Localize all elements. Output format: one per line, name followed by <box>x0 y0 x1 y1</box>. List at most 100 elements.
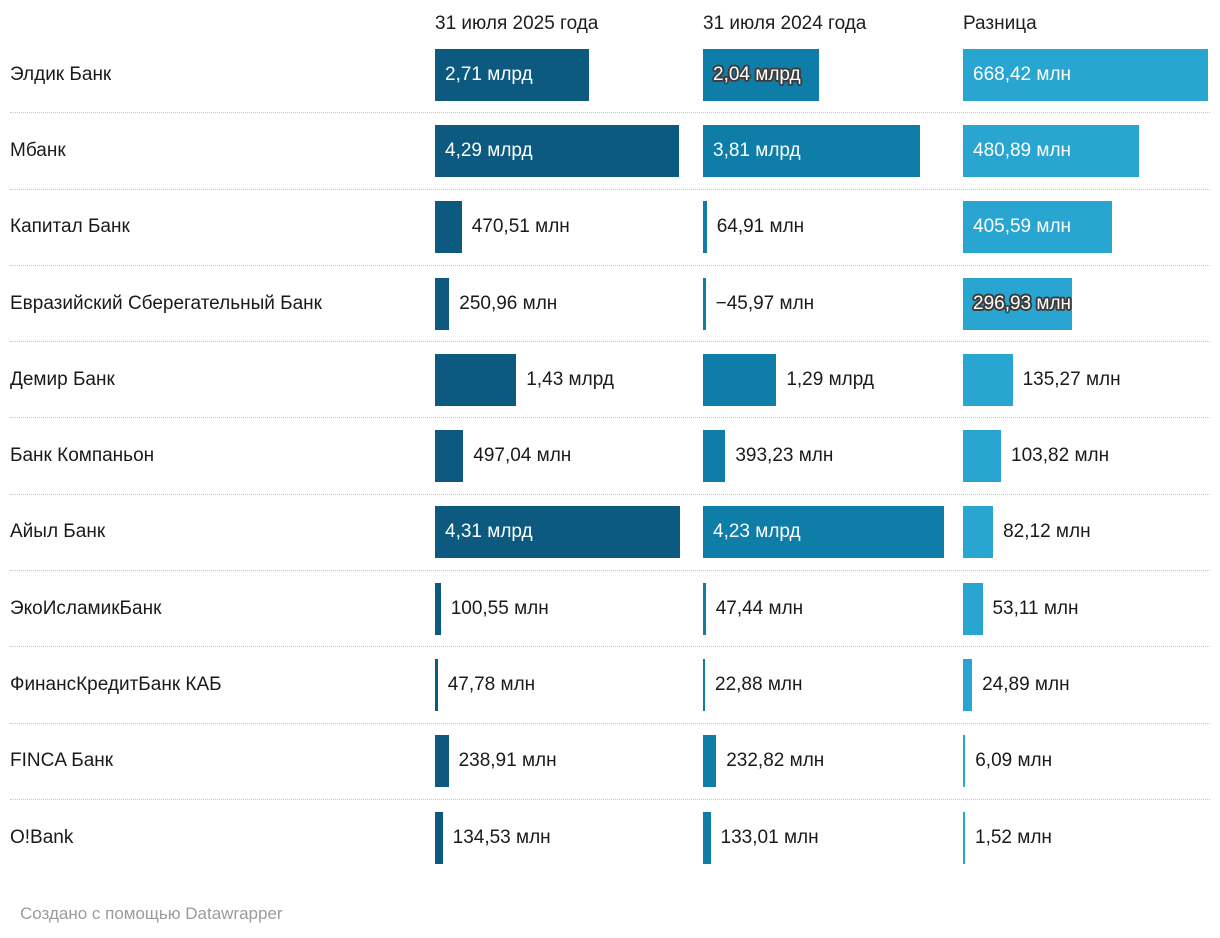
bar-value-label: 470,51 млн <box>471 216 570 238</box>
bar-value-label: 64,91 млн <box>716 216 805 238</box>
table-row: Элдик Банк 2,71 млрд 2,04 млрд 668,42 мл… <box>10 37 1210 114</box>
column-header-2024: 31 июля 2024 года <box>703 13 867 34</box>
bar-cell: 24,89 млн <box>963 659 1210 712</box>
bar-value-label: 4,23 млрд <box>713 521 801 543</box>
bar-value-label: 82,12 млн <box>1003 521 1091 543</box>
table-row: Демир Банк 1,43 млрд 1,29 млрд 135,27 мл… <box>10 342 1210 419</box>
bank-label: Банк Компаньон <box>10 445 155 467</box>
bar <box>435 430 464 483</box>
bar-cell: 1,43 млрд <box>435 353 703 406</box>
bar-cell: 668,42 млн <box>963 48 1210 101</box>
bar-value-label: 24,89 млн <box>982 674 1070 696</box>
bar <box>703 48 819 101</box>
bar-cell: 1,29 млрд <box>703 353 963 406</box>
bar <box>703 430 726 483</box>
bar-value-label: −45,97 млн <box>715 292 815 314</box>
table-row: Евразийский Сберегательный Банк 250,96 м… <box>10 266 1210 343</box>
column-header-2025: 31 июля 2025 года <box>435 13 599 34</box>
bar-cell: 134,53 млн <box>435 812 703 865</box>
bar-value-label: 103,82 млн <box>1011 445 1110 467</box>
bar-cell: 232,82 млн <box>703 735 963 788</box>
table-row: Капитал Банк 470,51 млн 64,91 млн 405,59… <box>10 190 1210 266</box>
bank-label: Демир Банк <box>10 368 115 390</box>
bar-value-label: 497,04 млн <box>473 445 572 467</box>
bank-label: Евразийский Сберегательный Банк <box>10 292 322 314</box>
bar <box>963 124 1140 177</box>
bar-cell: 4,29 млрд <box>435 124 703 177</box>
bar-cell: 470,51 млн <box>435 201 703 254</box>
bar-value-label: 668,42 млн <box>973 63 1072 85</box>
bar-cell: −45,97 млн <box>703 277 963 330</box>
bar <box>435 506 680 559</box>
bar-value-label: 250,96 млн <box>459 292 558 314</box>
bar <box>435 659 438 712</box>
bar <box>963 506 994 559</box>
bar-cell: 133,01 млн <box>703 812 963 865</box>
bar-cell: 82,12 млн <box>963 506 1210 559</box>
bar <box>703 277 706 330</box>
bar-cell: 135,27 млн <box>963 353 1210 406</box>
bar <box>703 353 777 406</box>
bar-value-label: 296,93 млн <box>973 292 1072 314</box>
bar <box>703 506 944 559</box>
bar <box>703 582 706 635</box>
bar-cell: 1,52 млн <box>963 812 1210 865</box>
column-headers: 31 июля 2025 года 31 июля 2024 года Разн… <box>10 0 1210 37</box>
bank-label: Мбанк <box>10 139 66 161</box>
table-row: Банк Компаньон 497,04 млн 393,23 млн 103… <box>10 418 1210 495</box>
bar-value-label: 133,01 млн <box>720 827 819 849</box>
bar <box>703 124 920 177</box>
bar <box>703 659 705 712</box>
bar <box>963 582 983 635</box>
bar-value-label: 393,23 млн <box>735 445 834 467</box>
bank-label: ФинансКредитБанк КАБ <box>10 674 222 696</box>
bar-cell: 4,31 млрд <box>435 506 703 559</box>
bar <box>703 812 711 865</box>
bank-label: Айыл Банк <box>10 521 106 543</box>
bar <box>963 353 1013 406</box>
bar <box>703 735 717 788</box>
bar-cell: 497,04 млн <box>435 430 703 483</box>
table-row: ФинансКредитБанк КАБ 47,78 млн 22,88 млн… <box>10 647 1210 724</box>
bank-label: O!Bank <box>10 827 74 849</box>
bar <box>435 124 679 177</box>
bar-value-label: 135,27 млн <box>1022 368 1121 390</box>
bar <box>963 48 1208 101</box>
bar-value-label: 2,71 млрд <box>445 63 533 85</box>
bar-value-label: 2,04 млрд <box>713 63 801 85</box>
bar <box>963 735 966 788</box>
bar-cell: 2,71 млрд <box>435 48 703 101</box>
table-row: FINCA Банк 238,91 млн 232,82 млн 6,09 мл… <box>10 724 1210 800</box>
bar-value-label: 100,55 млн <box>450 597 549 619</box>
bar <box>963 430 1002 483</box>
bar-value-label: 1,43 млрд <box>526 368 614 390</box>
bar-value-label: 134,53 млн <box>452 827 551 849</box>
bank-label: ЭкоИсламикБанк <box>10 597 162 619</box>
bar-value-label: 47,44 млн <box>715 597 804 619</box>
table-row: ЭкоИсламикБанк 100,55 млн 47,44 млн 53,1… <box>10 571 1210 648</box>
bar-value-label: 238,91 млн <box>458 750 557 772</box>
bar-value-label: 22,88 млн <box>715 674 803 696</box>
bar-value-label: 3,81 млрд <box>713 139 801 161</box>
bank-label: Капитал Банк <box>10 216 130 238</box>
bar-value-label: 480,89 млн <box>973 139 1072 161</box>
bar-value-label: 232,82 млн <box>726 750 825 772</box>
bar-value-label: 4,31 млрд <box>445 521 533 543</box>
bar <box>435 812 443 865</box>
bar-cell: 53,11 млн <box>963 582 1210 635</box>
bar <box>435 353 517 406</box>
rows: Элдик Банк 2,71 млрд 2,04 млрд 668,42 мл… <box>10 37 1210 876</box>
bar-cell: 6,09 млн <box>963 735 1210 788</box>
bar-cell: 47,78 млн <box>435 659 703 712</box>
bank-label: FINCA Банк <box>10 750 114 772</box>
bar <box>435 582 441 635</box>
bar-value-label: 405,59 млн <box>973 216 1072 238</box>
bar-cell: 3,81 млрд <box>703 124 963 177</box>
bar <box>435 277 450 330</box>
bar-cell: 100,55 млн <box>435 582 703 635</box>
bar <box>703 201 707 254</box>
bar-value-label: 47,78 млн <box>447 674 536 696</box>
datawrapper-credit: Создано с помощью Datawrapper <box>20 904 283 924</box>
bank-label: Элдик Банк <box>10 63 112 85</box>
